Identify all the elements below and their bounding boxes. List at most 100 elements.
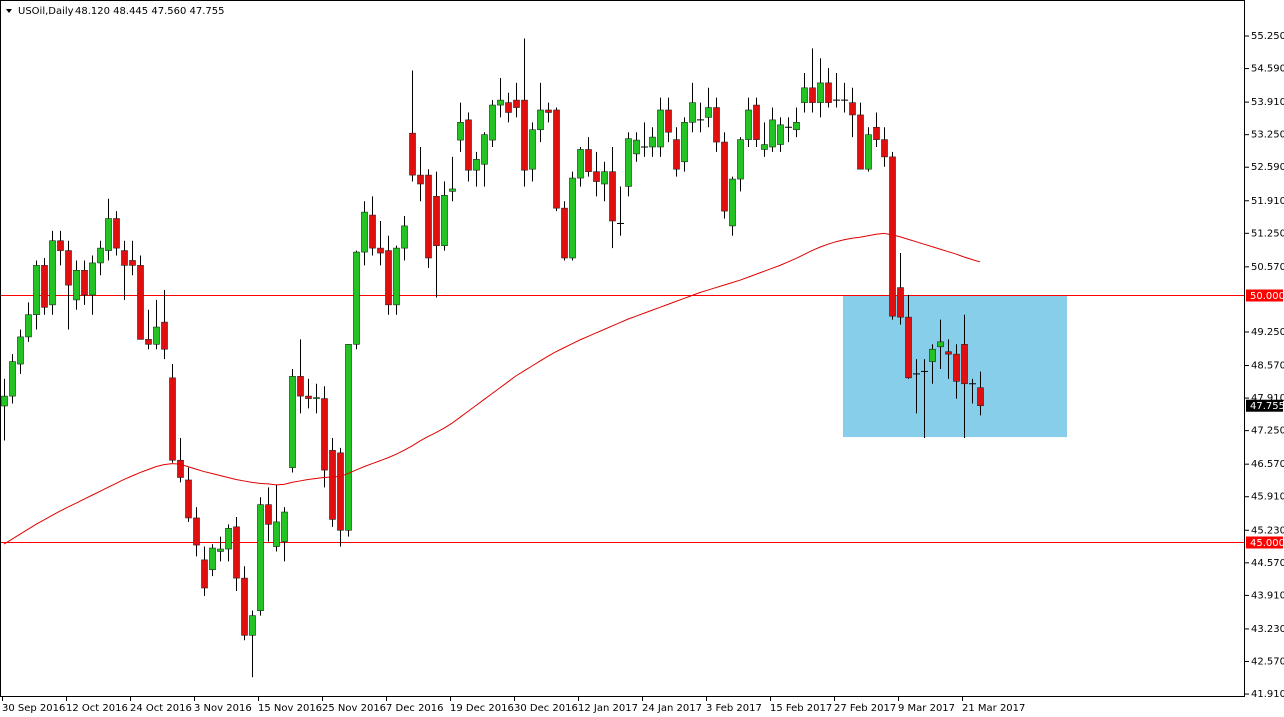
candle-body <box>585 149 592 172</box>
y-tick-label: 50.570 <box>1251 262 1284 273</box>
candle-body <box>529 129 536 170</box>
ohlc-text: 48.120 48.445 47.560 47.755 <box>75 6 225 17</box>
candle-body <box>513 99 520 108</box>
candle-body <box>849 102 856 116</box>
candle-body <box>649 136 656 148</box>
hline-label: 45.000 <box>1250 538 1284 549</box>
candle-body <box>897 287 904 318</box>
y-tick-label: 45.910 <box>1251 492 1284 503</box>
x-tick-label: 12 Oct 2016 <box>66 703 128 714</box>
candle-body <box>809 87 816 103</box>
candle-body <box>889 156 896 317</box>
candle-body <box>825 82 832 103</box>
y-tick-label: 55.250 <box>1251 31 1284 42</box>
candle-body <box>505 102 512 113</box>
candle-body <box>369 214 376 249</box>
y-tick-label: 47.250 <box>1251 426 1284 437</box>
y-tick-label: 51.910 <box>1251 196 1284 207</box>
candle-body <box>17 336 24 365</box>
candle-body <box>737 139 744 180</box>
candle-body <box>25 314 32 338</box>
candle-body <box>705 107 712 118</box>
candle-body <box>441 195 448 246</box>
candle-body <box>361 211 368 253</box>
candle-body <box>57 240 64 251</box>
candle-body <box>385 250 392 306</box>
menu-triangle <box>6 9 12 13</box>
candle-body <box>465 119 472 171</box>
y-tick-label: 53.910 <box>1251 97 1284 108</box>
plot-area <box>0 38 1245 678</box>
y-tick-label: 41.910 <box>1251 689 1284 700</box>
candle-body <box>297 376 304 397</box>
candle-body <box>265 504 272 525</box>
candle-body <box>1 395 8 407</box>
candle-body <box>193 517 200 546</box>
x-tick-label: 12 Jan 2017 <box>578 703 638 714</box>
candle-body <box>609 171 616 222</box>
candle-body <box>801 87 808 103</box>
candle-body <box>73 270 80 301</box>
candle-body <box>753 104 760 140</box>
x-tick-label: 3 Nov 2016 <box>194 703 252 714</box>
candle-body <box>665 109 672 133</box>
candle-body <box>41 265 48 308</box>
candle-body <box>49 240 56 306</box>
candle-body <box>729 178 736 227</box>
y-tick-label: 52.590 <box>1251 162 1284 173</box>
candle-body <box>353 251 360 345</box>
y-tick-label: 43.230 <box>1251 624 1284 635</box>
candle-body <box>321 398 328 471</box>
candle-body <box>481 134 488 165</box>
candle-body <box>217 548 224 552</box>
candle-body <box>337 452 344 531</box>
candle-body <box>329 450 336 520</box>
y-tick-label: 48.570 <box>1251 361 1284 372</box>
x-tick-label: 25 Nov 2016 <box>322 703 386 714</box>
candle-body <box>417 174 424 185</box>
candle-body <box>201 559 208 589</box>
candle-body <box>129 260 136 266</box>
x-tick-label: 24 Jan 2017 <box>642 703 702 714</box>
candle-body <box>881 139 888 158</box>
candle-body <box>153 326 160 345</box>
candle-body <box>817 82 824 103</box>
x-tick-label: 19 Dec 2016 <box>450 703 514 714</box>
x-tick-label: 15 Feb 2017 <box>770 703 832 714</box>
candle-body <box>241 577 248 636</box>
last-price-label: 47.755 <box>1250 401 1284 412</box>
candle-body <box>273 521 280 547</box>
candle-body <box>97 247 104 264</box>
candle-body <box>601 171 608 185</box>
candle-body <box>225 527 232 550</box>
candle-body <box>689 102 696 123</box>
candle-body <box>377 247 384 254</box>
candle-body <box>961 344 968 385</box>
candle-body <box>401 225 408 249</box>
candle-body <box>593 171 600 182</box>
candle-body <box>865 134 872 170</box>
candle-body <box>633 139 640 155</box>
candle-body <box>145 339 152 345</box>
hline-label-box <box>1246 536 1283 549</box>
candle-body <box>409 132 416 176</box>
x-tick-label: 30 Sep 2016 <box>2 703 65 714</box>
candle-body <box>569 177 576 259</box>
candle-body <box>721 141 728 212</box>
candle-body <box>953 353 960 382</box>
candle-body <box>137 265 144 340</box>
candle-body <box>873 126 880 140</box>
candle-body <box>681 122 688 163</box>
candle-body <box>537 109 544 131</box>
y-tick-label: 47.910 <box>1251 393 1284 404</box>
candle-body <box>257 504 264 611</box>
candle-body <box>305 395 312 399</box>
candle-body <box>473 159 480 171</box>
candle-body <box>457 122 464 141</box>
candle-body <box>9 361 16 397</box>
candle-body <box>161 321 168 350</box>
candle-body <box>521 99 528 171</box>
candle-body <box>249 615 256 636</box>
candle-body <box>497 99 504 106</box>
